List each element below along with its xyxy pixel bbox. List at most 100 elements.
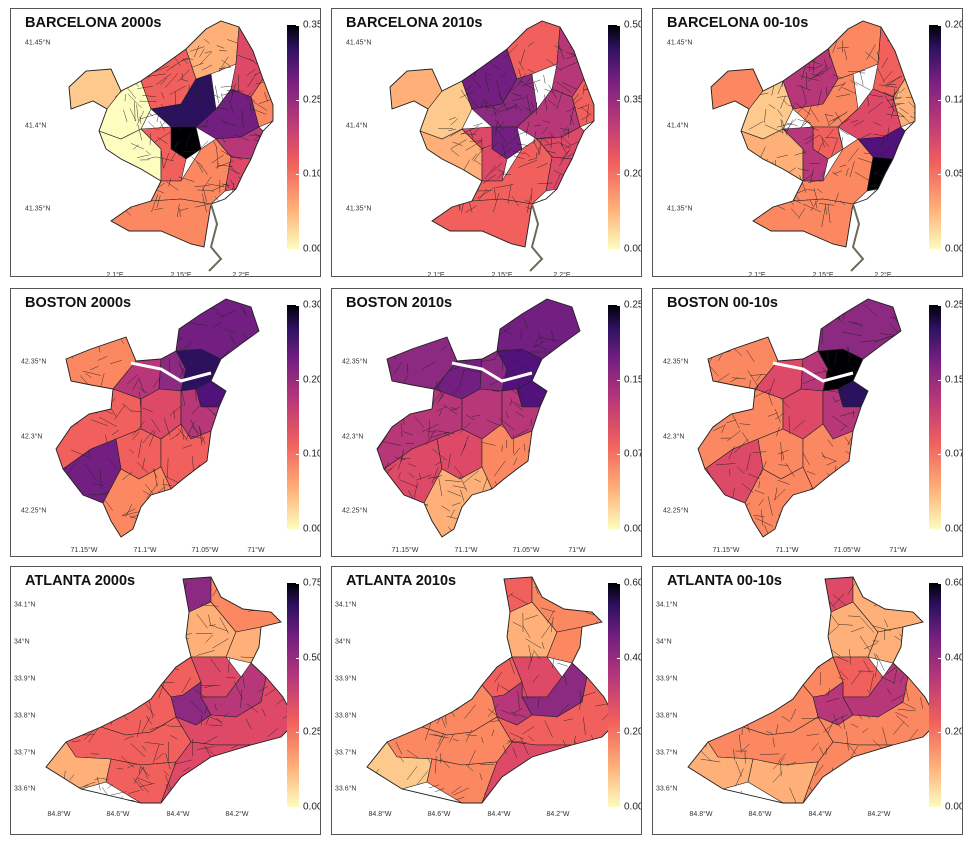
district-region [426, 758, 498, 803]
colorbar-tick-label: 0.10 [303, 448, 321, 460]
latitude-label: 33.7°N [14, 749, 36, 757]
colorbar [287, 305, 299, 529]
longitude-label: 71.15°W [70, 547, 98, 554]
colorbar-tick-label: 0.35 [303, 19, 321, 31]
latitude-label: 41.45°N [25, 39, 51, 47]
longitude-label: 71.1°W [775, 547, 799, 554]
latitude-label: 42.3°N [21, 433, 43, 441]
colorbar-tick [296, 99, 299, 101]
panel-title: BOSTON 2010s [346, 295, 453, 311]
district-region [110, 198, 212, 247]
latitude-label: 33.6°N [14, 785, 36, 793]
city-boundary [389, 20, 595, 248]
latitude-label: 41.45°N [346, 39, 372, 47]
colorbar-tick-label: 0.20 [624, 726, 642, 738]
colorbar-tick-label: 0.25 [624, 299, 642, 311]
colorbar [608, 25, 620, 249]
longitude-label: 2.1°E [748, 272, 766, 277]
map-panel-atlanta-2000s: ATLANTA 2000s 34.1°N 34°N 33.9°N 33.8°N 33.7°… [10, 566, 321, 835]
colorbar-tick [938, 657, 941, 659]
district-region [782, 126, 829, 182]
city-boundary [376, 298, 581, 538]
city-boundary [687, 576, 939, 804]
colorbar-tick-label: 0.20 [945, 19, 963, 31]
colorbar-tick-label: 0.25 [303, 94, 321, 106]
colorbar-tick-label: 0.00 [303, 801, 321, 813]
map-panel-boston-00-10s: BOSTON 00-10s 42.35°N 42.3°N 42.25°N 71.15°W… [652, 288, 963, 557]
longitude-label: 71.1°W [454, 547, 478, 554]
district-region [747, 758, 819, 803]
choropleth-map [45, 576, 297, 804]
colorbar-tick-label: 0.00 [303, 523, 321, 535]
colorbar-tick [296, 657, 299, 659]
colorbar-tick-label: 0.60 [945, 577, 963, 589]
latitude-label: 33.9°N [14, 675, 36, 683]
district-region [431, 198, 533, 247]
city-boundary [55, 298, 260, 538]
colorbar-tick [938, 99, 941, 101]
district-region [802, 423, 854, 490]
longitude-label: 2.1°E [106, 272, 124, 277]
latitude-label: 33.6°N [335, 785, 357, 793]
longitude-label: 2.2°E [874, 272, 892, 277]
latitude-label: 41.4°N [25, 122, 47, 130]
longitude-label: 71.05°W [833, 547, 861, 554]
panel-title: ATLANTA 2010s [346, 573, 457, 589]
longitude-label: 84.4°W [808, 811, 832, 818]
longitude-label: 84.4°W [166, 811, 190, 818]
colorbar-tick-label: 0.25 [945, 299, 963, 311]
colorbar-tick-label: 0.50 [303, 652, 321, 664]
colorbar-tick-label: 0.40 [624, 652, 642, 664]
colorbar-tick-label: 0.07 [624, 448, 642, 460]
longitude-label: 71.05°W [512, 547, 540, 554]
river [451, 361, 533, 383]
map-panel-atlanta-00-10s: ATLANTA 00-10s 34.1°N 34°N 33.9°N 33.8°N 33.7… [652, 566, 963, 835]
colorbar-tick [938, 25, 941, 26]
longitude-label: 84.6°W [106, 811, 130, 818]
longitude-label: 84.8°W [47, 811, 71, 818]
city-boundary [366, 576, 618, 804]
colorbar-tick [296, 807, 299, 808]
colorbar-tick [617, 583, 620, 584]
colorbar-tick [617, 249, 620, 250]
colorbar-tick [938, 583, 941, 584]
colorbar [929, 583, 941, 807]
port-coastline [529, 203, 544, 272]
district-region [175, 299, 259, 360]
latitude-label: 41.4°N [346, 122, 368, 130]
latitude-label: 33.7°N [656, 749, 678, 757]
latitude-label: 42.35°N [342, 358, 368, 366]
colorbar-tick-label: 0.20 [945, 726, 963, 738]
colorbar-tick [938, 732, 941, 734]
latitude-label: 34.1°N [335, 601, 357, 609]
panel-title: BOSTON 2000s [25, 295, 132, 311]
colorbar-tick-label: 0.00 [624, 243, 642, 255]
longitude-label: 2.15°E [812, 272, 834, 277]
colorbar-tick-label: 0.15 [945, 374, 963, 386]
colorbar-tick [617, 99, 620, 101]
district-region [752, 198, 854, 247]
city-boundary [68, 20, 274, 248]
colorbar-tick-label: 0.00 [945, 243, 963, 255]
colorbar-tick-label: 0.60 [624, 577, 642, 589]
longitude-label: 2.2°E [553, 272, 571, 277]
colorbar-tick [938, 174, 941, 176]
district-region [481, 423, 533, 490]
colorbar-tick-label: 0.00 [945, 801, 963, 813]
longitude-label: 71.15°W [391, 547, 419, 554]
latitude-label: 41.35°N [667, 205, 693, 213]
choropleth-map [389, 20, 595, 272]
latitude-label: 33.8°N [335, 712, 357, 720]
colorbar-tick [938, 305, 941, 306]
choropleth-map [376, 298, 581, 538]
map-panel-atlanta-2010s: ATLANTA 2010s 34.1°N 34°N 33.9°N 33.8°N 33.7°… [331, 566, 642, 835]
map-panel-barcelona-2010s: BARCELONA 2010s 41.45°N 41.4°N 41.35°N 2.1°E… [331, 8, 642, 277]
district-region [461, 126, 508, 182]
latitude-label: 33.6°N [656, 785, 678, 793]
colorbar-tick-label: 0.30 [303, 299, 321, 311]
colorbar [929, 25, 941, 249]
longitude-label: 84.4°W [487, 811, 511, 818]
map-panel-barcelona-00-10s: BARCELONA 00-10s 41.45°N 41.4°N 41.35°N 2.1°… [652, 8, 963, 277]
colorbar [608, 305, 620, 529]
city-boundary [45, 576, 297, 804]
